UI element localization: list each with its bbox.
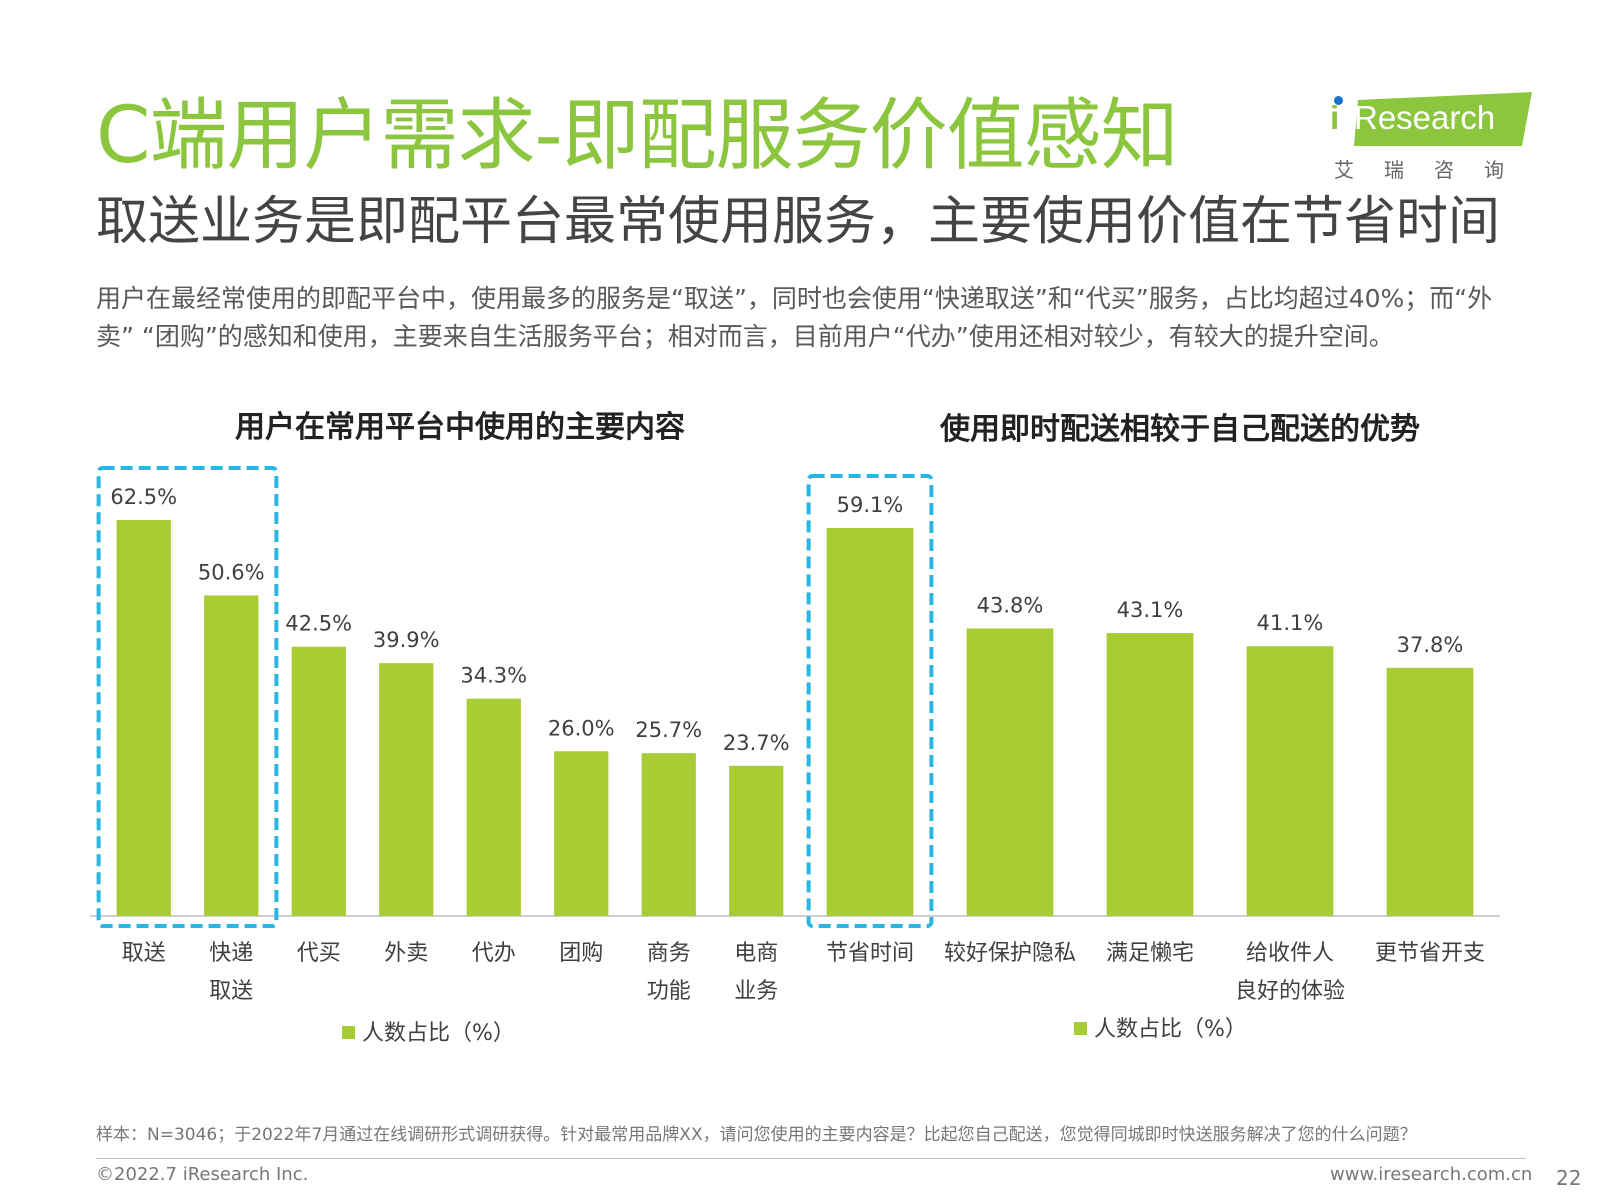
- category-label: 取送: [209, 979, 253, 1004]
- bar: [554, 751, 609, 916]
- bar: [204, 595, 259, 916]
- bar: [379, 663, 434, 916]
- description-text: 用户在最经常使用的即配平台中，使用最多的服务是“取送”，同时也会使用“快递取送”…: [96, 284, 1493, 351]
- value-label: 25.7%: [635, 718, 702, 742]
- sample-note: 样本：N=3046；于2022年7月通过在线调研形式调研获得。针对最常用品牌XX…: [96, 1125, 1417, 1145]
- category-label: 代买: [297, 941, 341, 966]
- category-label: 满足懒宅: [1106, 941, 1194, 966]
- page-subtitle: 取送业务是即配平台最常使用服务，主要使用价值在节省时间: [96, 192, 1501, 252]
- category-label: 代办: [472, 941, 516, 966]
- legend-label: 人数占比（%）: [1094, 1017, 1247, 1042]
- legend-swatch: [342, 1026, 355, 1039]
- value-label: 43.1%: [1117, 598, 1184, 622]
- bar: [1246, 646, 1334, 916]
- legend-label: 人数占比（%）: [362, 1021, 515, 1046]
- bar: [291, 646, 346, 916]
- website-link[interactable]: www.iresearch.com.cn: [1330, 1164, 1533, 1185]
- value-label: 62.5%: [110, 485, 177, 509]
- bar: [116, 520, 171, 916]
- delivery-advantage-bar-chart: 59.1% 节省时间 43.8% 较好保护隐私 43.1% 满足懒宅 41.1% 给收件人良好…: [790, 460, 1530, 1060]
- category-label: 节省时间: [826, 941, 914, 966]
- category-label: 外卖: [384, 941, 428, 966]
- category-label: 良好的体验: [1235, 979, 1345, 1004]
- usage-chart-svg: 62.5%取送50.6%快递取送42.5%代买39.9%外卖34.3%代办26.…: [90, 466, 800, 1046]
- usage-content-bar-chart: 62.5% 取送 50.6% 快递 取送 42.5% 代买 39.9% 外卖 34.3% 代办 26.…: [80, 460, 810, 1060]
- left-chart-title: 用户在常用平台中使用的主要内容: [235, 410, 685, 445]
- logo-prefix: i: [1330, 99, 1340, 136]
- value-label: 41.1%: [1257, 611, 1324, 635]
- logo-chinese: 艾瑞咨询: [1334, 158, 1534, 182]
- value-label: 37.8%: [1397, 633, 1464, 657]
- advantage-chart-svg: 59.1% 节省时间 43.8% 较好保护隐私 43.1% 满足懒宅 41.1% 给收件人良好…: [790, 474, 1500, 1042]
- bar: [826, 528, 914, 916]
- logo-text: Research: [1354, 99, 1496, 136]
- value-label: 26.0%: [548, 716, 615, 740]
- category-label: 取送: [122, 941, 166, 966]
- highlight-box: [96, 466, 279, 928]
- footer-divider: [96, 1158, 1526, 1159]
- value-label: 43.8%: [977, 593, 1044, 617]
- value-label: 50.6%: [198, 560, 265, 584]
- category-label: 团购: [559, 941, 603, 966]
- bar: [1386, 667, 1474, 916]
- bar: [466, 698, 521, 916]
- logo-dot-icon: [1334, 96, 1343, 105]
- category-label: 业务: [734, 979, 778, 1004]
- logo-banner-shape: [1354, 92, 1532, 146]
- value-label: 23.7%: [723, 731, 790, 755]
- bar: [1106, 633, 1194, 916]
- category-label: 电商: [734, 941, 778, 966]
- category-label: 快递: [209, 941, 253, 966]
- legend-swatch: [1074, 1022, 1087, 1035]
- bar: [641, 753, 696, 916]
- category-label: 功能: [647, 979, 691, 1004]
- category-label: 更节省开支: [1375, 941, 1485, 966]
- category-label: 给收件人: [1246, 941, 1334, 966]
- copyright: ©2022.7 iResearch Inc.: [96, 1164, 309, 1185]
- category-label: 商务: [647, 941, 691, 966]
- bar: [966, 628, 1054, 916]
- page-number: 22: [1556, 1166, 1582, 1190]
- value-label: 39.9%: [373, 628, 440, 652]
- value-label: 42.5%: [285, 612, 352, 636]
- value-label: 34.3%: [460, 664, 527, 688]
- bar: [729, 765, 784, 916]
- category-label: 较好保护隐私: [944, 941, 1076, 966]
- iresearch-logo: i Research 艾瑞咨询: [1330, 84, 1570, 184]
- page-title: C端用户需求-即配服务价值感知: [96, 91, 1179, 181]
- value-label: 59.1%: [837, 493, 904, 517]
- right-chart-title: 使用即时配送相较于自己配送的优势: [940, 412, 1420, 447]
- highlight-box: [806, 474, 934, 928]
